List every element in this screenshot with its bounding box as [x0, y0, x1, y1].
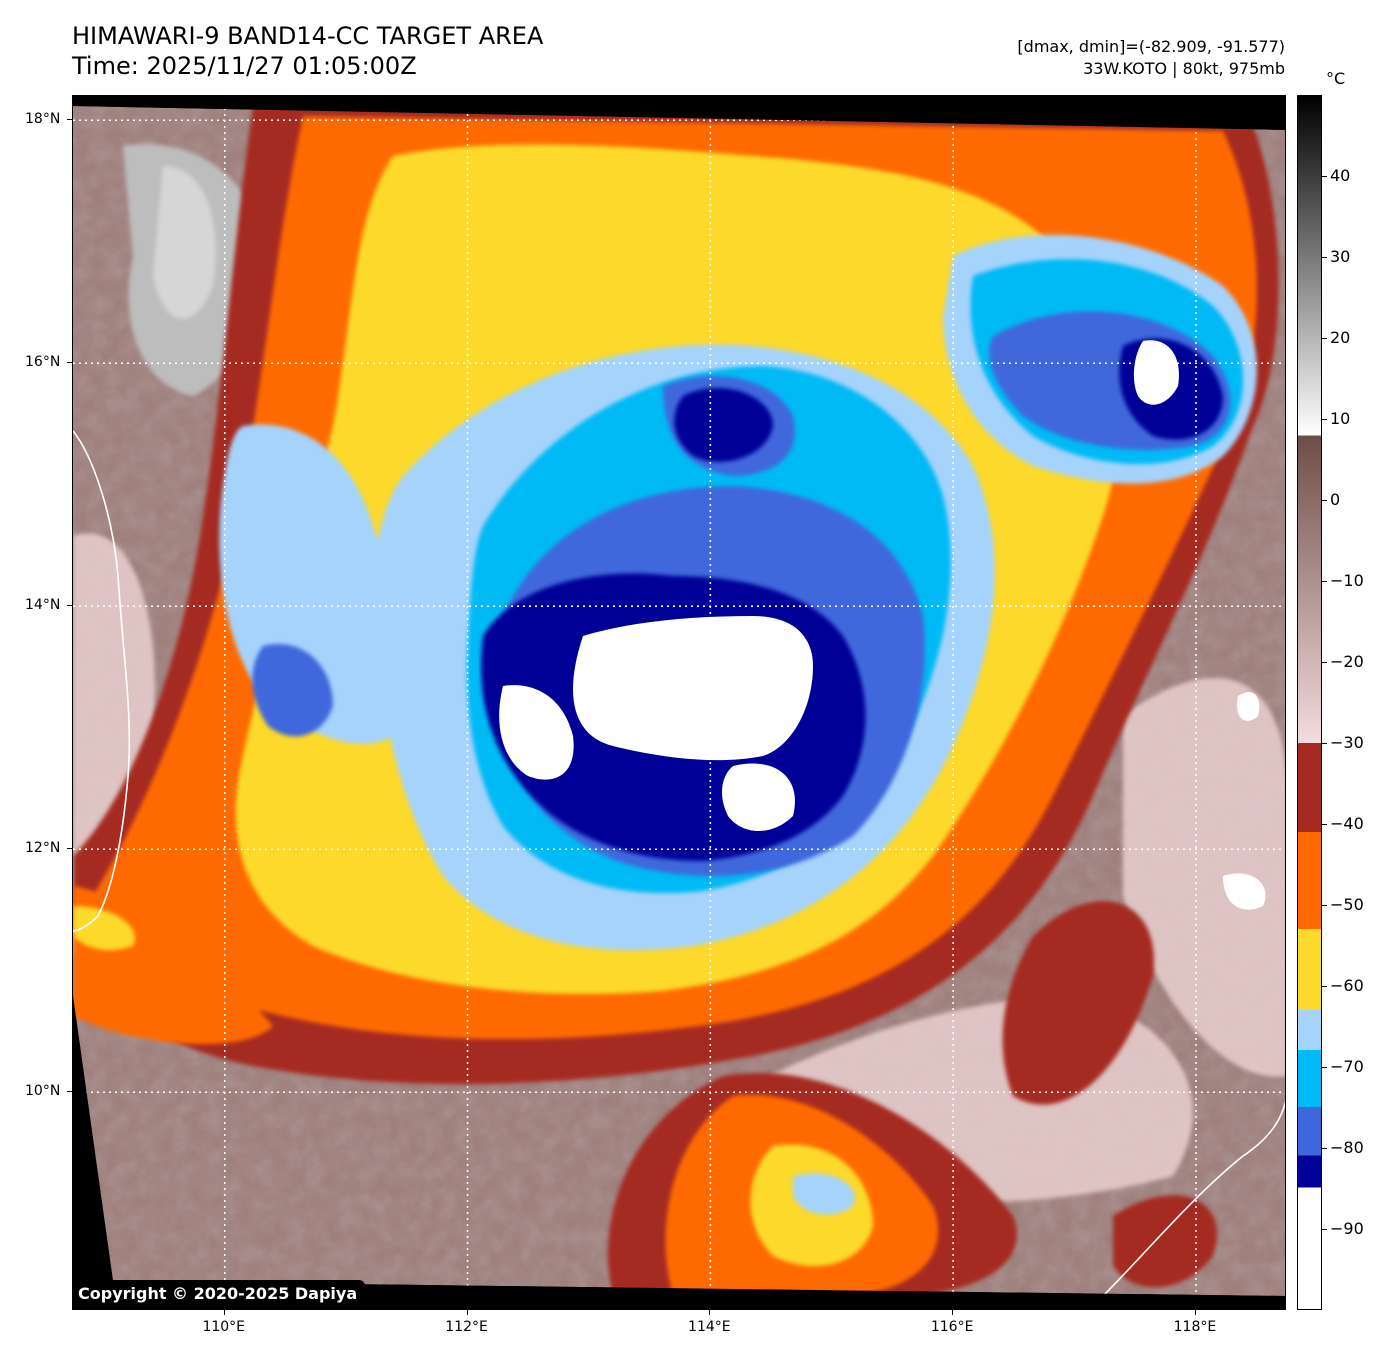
lon-tick [223, 1310, 225, 1315]
lat-tick [67, 1091, 72, 1093]
coastlines [73, 430, 1285, 1297]
colorbar-tick-label: 20 [1330, 328, 1351, 347]
band-coldest [499, 340, 1266, 910]
colorbar-tick [1322, 257, 1327, 258]
colorbar-tick [1322, 500, 1327, 501]
lat-tick [67, 848, 72, 850]
lon-label: 110°E [202, 1319, 246, 1335]
colorbar-tick [1322, 581, 1327, 582]
lon-label: 118°E [1173, 1319, 1217, 1335]
lon-label: 116°E [930, 1319, 974, 1335]
lat-label: 16°N [25, 354, 61, 371]
lon-tick [466, 1310, 468, 1315]
no-data-left [73, 996, 113, 1281]
colorbar-tick [1322, 1229, 1327, 1230]
lat-tick [67, 605, 72, 607]
lat-tick [67, 119, 72, 121]
no-data-top [73, 96, 1285, 130]
lat-tick [67, 362, 72, 364]
colorbar-tick-label: −20 [1330, 652, 1364, 671]
lon-label: 112°E [445, 1319, 488, 1335]
colorbar-tick [1322, 419, 1327, 420]
colorbar-tick-label: −40 [1330, 814, 1364, 833]
colorbar-tick [1322, 824, 1327, 825]
gridlines [73, 96, 1285, 1309]
colorbar [1297, 95, 1322, 1310]
colorbar-tick-label: −90 [1330, 1219, 1364, 1238]
storm-info: 33W.KOTO | 80kt, 975mb [1083, 59, 1285, 78]
lon-tick [1194, 1310, 1196, 1315]
map-canvas [73, 96, 1285, 1309]
colorbar-tick-label: −50 [1330, 895, 1364, 914]
colorbar-tick [1322, 1067, 1327, 1068]
colorbar-tick-label: −60 [1330, 976, 1364, 995]
lat-label: 14°N [25, 597, 61, 614]
colorbar-unit: °C [1326, 69, 1346, 88]
colorbar-tick [1322, 338, 1327, 339]
lat-label: 18°N [25, 111, 61, 128]
colorbar-tick [1322, 743, 1327, 744]
colorbar-tick [1322, 905, 1327, 906]
dmax-dmin-readout: [dmax, dmin]=(-82.909, -91.577) [1017, 37, 1285, 56]
colorbar-tick-label: 0 [1330, 490, 1341, 509]
time-stamp: Time: 2025/11/27 01:05:00Z [72, 52, 417, 80]
colorbar-tick [1322, 176, 1327, 177]
colorbar-tick [1322, 662, 1327, 663]
chart-title: HIMAWARI-9 BAND14-CC TARGET AREA [72, 22, 544, 50]
colorbar-tick-label: −10 [1330, 571, 1364, 590]
lon-tick [952, 1310, 954, 1315]
colorbar-tick-label: 40 [1330, 166, 1351, 185]
colorbar-tick [1322, 1148, 1327, 1149]
colorbar-tick [1322, 986, 1327, 987]
lon-label: 114°E [688, 1319, 731, 1335]
lon-tick [709, 1310, 711, 1315]
colorbar-tick-label: −80 [1330, 1138, 1364, 1157]
satellite-map [72, 95, 1286, 1310]
colorbar-tick-label: −30 [1330, 733, 1364, 752]
colorbar-tick-label: 30 [1330, 247, 1351, 266]
no-data-bottom [73, 1281, 1285, 1309]
lat-label: 10°N [25, 1083, 61, 1100]
colorbar-tick-label: −70 [1330, 1057, 1364, 1076]
colorbar-tick-label: 10 [1330, 409, 1351, 428]
lat-label: 12°N [25, 840, 61, 857]
copyright-badge: Copyright © 2020-2025 Dapiya [74, 1280, 366, 1308]
